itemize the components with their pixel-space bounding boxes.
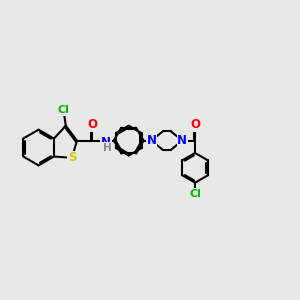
Text: O: O [190,118,200,131]
Text: N: N [101,136,111,149]
Text: Cl: Cl [189,189,201,199]
Text: H: H [103,142,112,152]
Text: S: S [68,152,76,164]
Text: Cl: Cl [58,105,70,115]
Text: O: O [87,118,97,131]
Text: N: N [177,134,187,147]
Text: N: N [146,134,157,147]
